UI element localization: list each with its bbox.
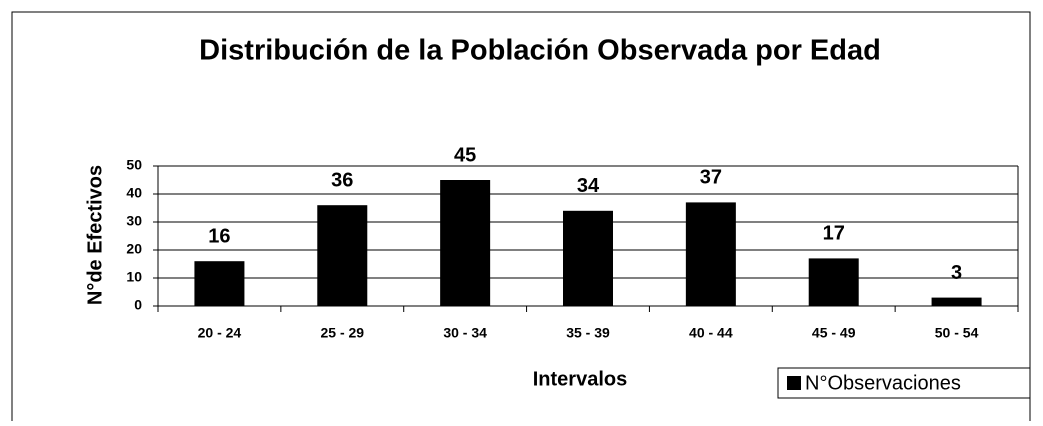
y-tick-label: 0 — [134, 297, 142, 313]
chart-title: Distribución de la Población Observada p… — [199, 35, 881, 67]
bar — [194, 261, 245, 306]
x-tick-label: 50 - 54 — [935, 325, 979, 341]
bar — [317, 205, 368, 306]
y-tick-label: 40 — [126, 185, 142, 201]
bar — [563, 210, 613, 306]
chart-border — [11, 11, 1031, 421]
bar — [808, 258, 859, 306]
x-tick-label: 25 - 29 — [320, 325, 364, 341]
y-tick-label: 20 — [126, 241, 142, 257]
y-axis-label: N°de Efectivos — [84, 165, 106, 305]
data-label: 17 — [823, 223, 845, 245]
y-tick-label: 30 — [126, 213, 142, 229]
x-tick-label: 20 - 24 — [198, 325, 242, 341]
y-tick-label: 10 — [126, 269, 142, 285]
x-tick-label: 30 - 34 — [443, 325, 487, 341]
data-label: 36 — [331, 169, 353, 191]
x-tick-label: 40 - 44 — [689, 325, 733, 341]
data-label: 16 — [208, 225, 230, 247]
x-axis-label: Intervalos — [533, 368, 627, 390]
data-label: 3 — [951, 262, 962, 284]
bar — [931, 297, 982, 306]
data-label: 37 — [700, 167, 722, 189]
y-tick-label: 50 — [126, 157, 142, 173]
x-tick-label: 35 - 39 — [566, 325, 610, 341]
bar — [440, 180, 491, 306]
legend-swatch — [787, 376, 801, 390]
legend-label: N°Observaciones — [805, 372, 961, 394]
data-label: 45 — [454, 144, 476, 166]
bar — [685, 202, 736, 306]
legend-box — [777, 367, 1031, 399]
x-tick-label: 45 - 49 — [812, 325, 856, 341]
data-label: 34 — [577, 175, 600, 197]
